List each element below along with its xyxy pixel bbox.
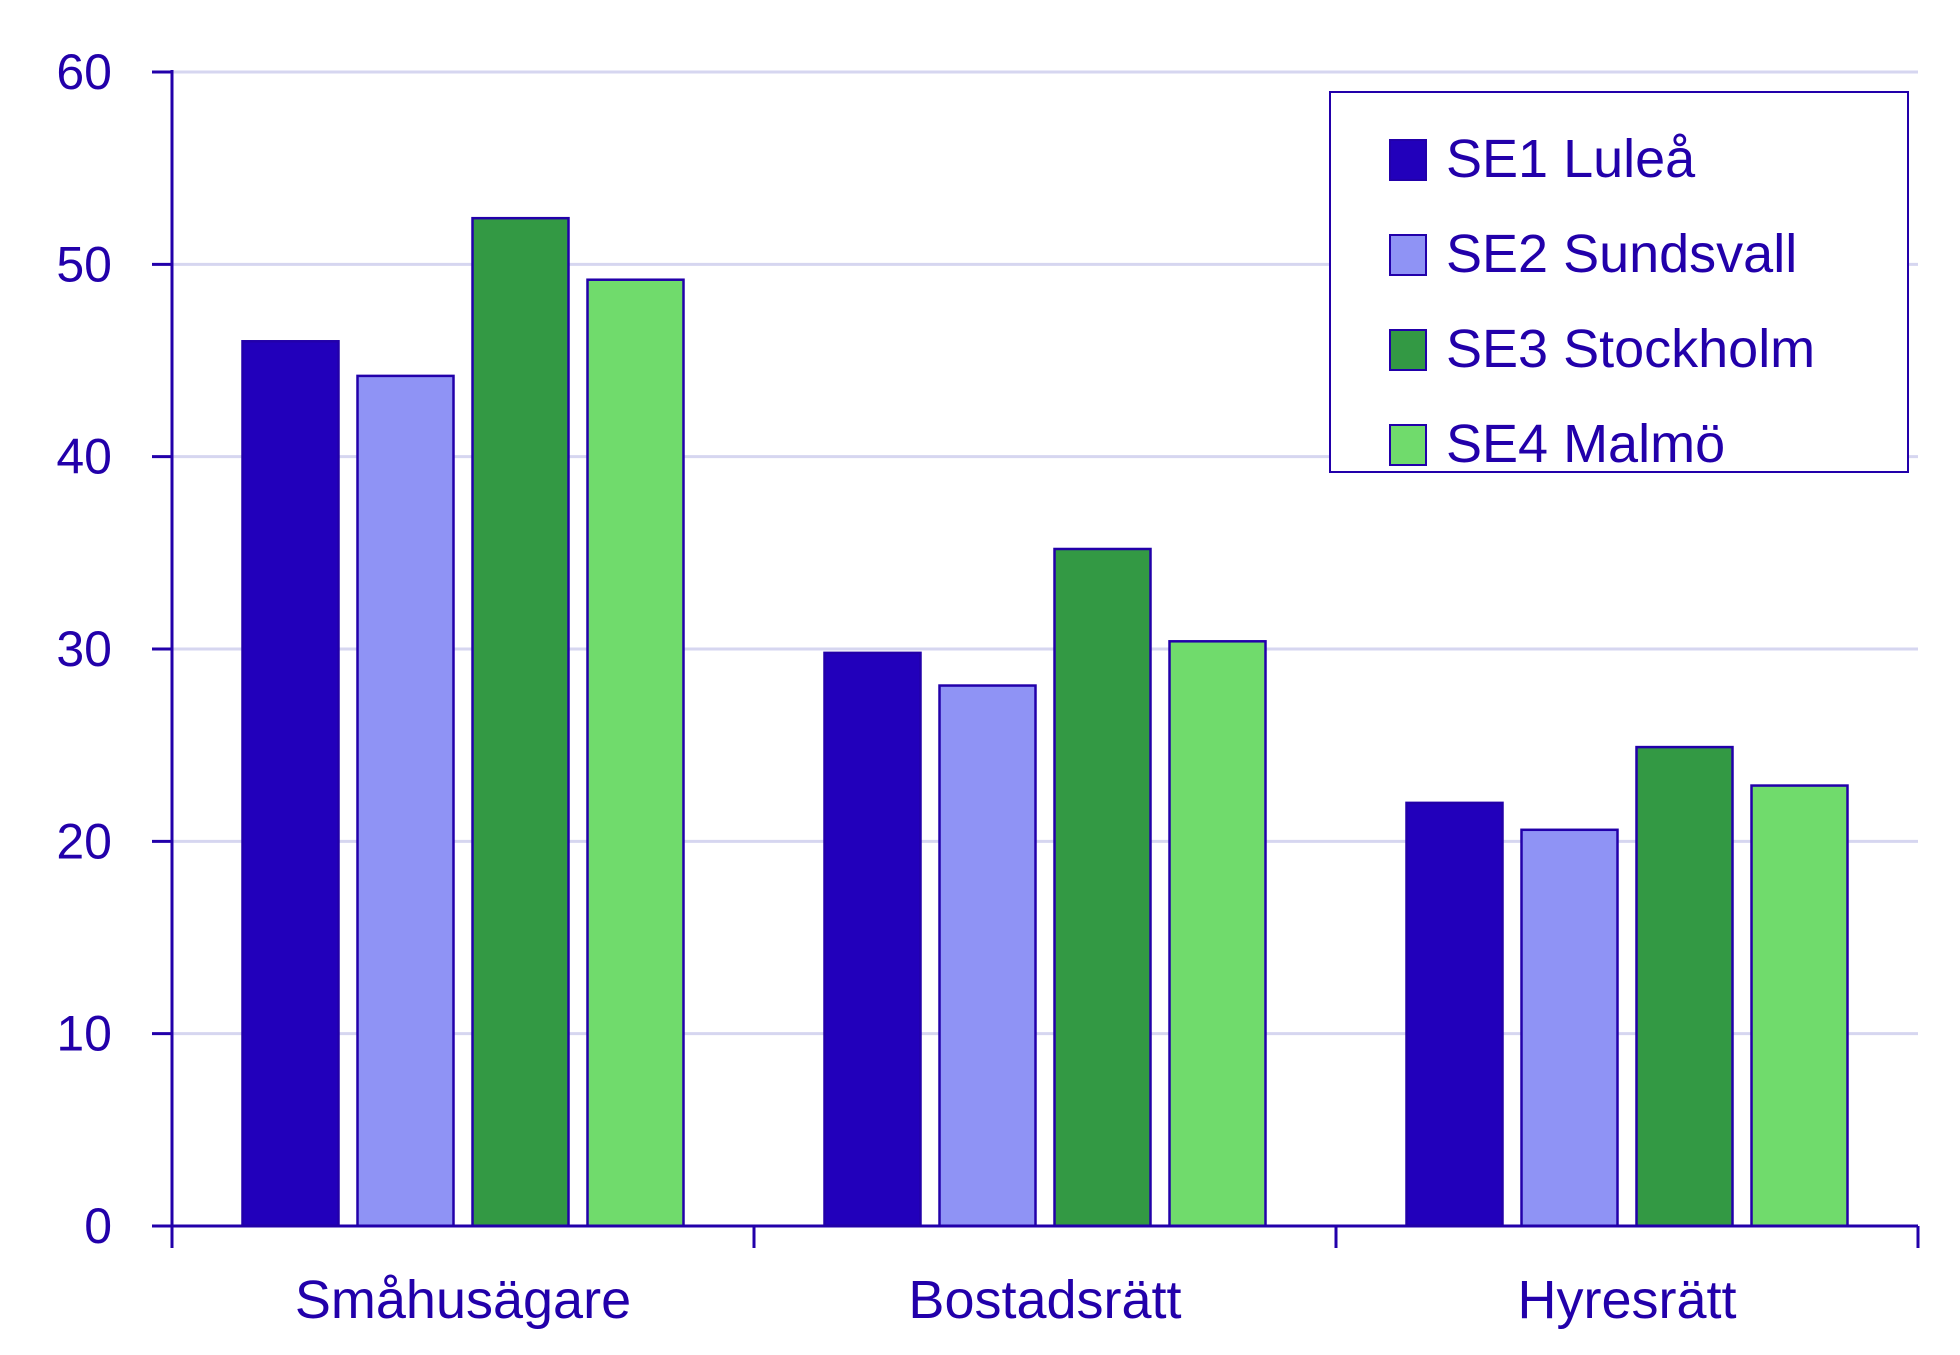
legend: SE1 Luleå SE2 Sundsvall SE3 Stockholm SE4 M… [1329, 91, 1909, 474]
bar-4-2 [1168, 640, 1267, 1228]
bar-1-1 [241, 340, 340, 1228]
legend-swatch [1389, 424, 1427, 466]
axes [152, 70, 1920, 1248]
legend-label: SE3 Stockholm [1446, 319, 1815, 379]
y-tick-label: 30 [56, 621, 112, 677]
bar-4-3 [1750, 784, 1849, 1228]
bar-3-3 [1635, 745, 1734, 1228]
bars [241, 216, 1849, 1228]
y-tick-label: 20 [56, 813, 112, 869]
gridlines [172, 70, 1918, 1036]
bar-2-3 [1520, 828, 1619, 1228]
x-category-label: Bostadsrätt [908, 1270, 1181, 1330]
y-tick-label: 50 [56, 236, 112, 292]
bar-3-1 [471, 216, 570, 1228]
y-tick-label: 0 [84, 1198, 112, 1254]
y-tick-label: 40 [56, 429, 112, 485]
legend-label: SE2 Sundsvall [1446, 224, 1797, 284]
bar-2-1 [356, 374, 455, 1228]
legend-swatch [1389, 329, 1427, 371]
bar-1-2 [823, 651, 922, 1228]
y-tick-label: 60 [56, 44, 112, 100]
bar-1-3 [1405, 801, 1504, 1228]
legend-swatch [1389, 234, 1427, 276]
bar-4-1 [586, 278, 685, 1228]
y-tick-label: 10 [56, 1006, 112, 1062]
axis-labels: 0 10 20 30 40 50 60 Småhusägare Bostadsrätt Hyres… [56, 44, 1736, 1330]
legend-label: SE1 Luleå [1446, 129, 1696, 189]
legend-label: SE4 Malmö [1446, 414, 1725, 474]
x-category-label: Småhusägare [295, 1270, 631, 1330]
bar-3-2 [1053, 547, 1152, 1228]
legend-swatch [1389, 139, 1427, 181]
x-category-label: Hyresrätt [1517, 1270, 1736, 1330]
bar-2-2 [938, 684, 1037, 1228]
